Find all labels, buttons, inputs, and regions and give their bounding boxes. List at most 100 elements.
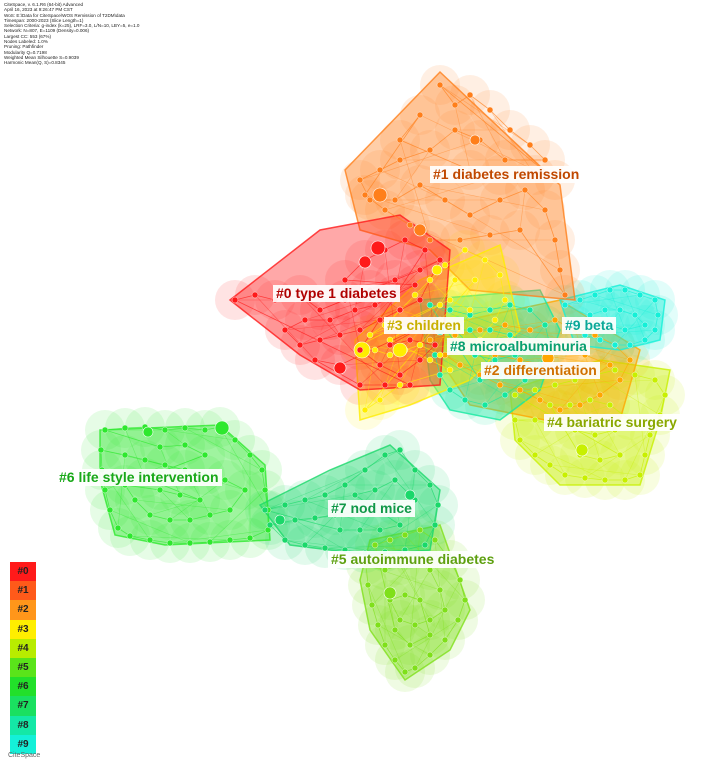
network-node[interactable]: [301, 541, 309, 549]
network-node[interactable]: [496, 381, 504, 389]
network-node[interactable]: [631, 311, 639, 319]
network-node[interactable]: [456, 361, 464, 369]
network-node[interactable]: [316, 336, 324, 344]
network-node[interactable]: [386, 341, 394, 349]
network-node[interactable]: [258, 466, 266, 474]
network-node[interactable]: [131, 496, 139, 504]
network-node[interactable]: [396, 521, 404, 529]
network-node[interactable]: [541, 321, 549, 329]
network-node[interactable]: [621, 326, 629, 334]
network-node[interactable]: [461, 596, 469, 604]
network-node[interactable]: [436, 81, 444, 89]
network-node[interactable]: [341, 276, 349, 284]
network-node[interactable]: [406, 381, 414, 389]
network-node[interactable]: [511, 416, 519, 424]
network-node[interactable]: [411, 621, 419, 629]
network-node[interactable]: [351, 491, 359, 499]
network-node-major[interactable]: [370, 240, 386, 256]
network-node[interactable]: [466, 306, 474, 314]
network-node[interactable]: [636, 291, 644, 299]
network-node[interactable]: [454, 616, 462, 624]
network-node[interactable]: [206, 538, 214, 546]
network-node-major[interactable]: [372, 187, 388, 203]
network-node[interactable]: [631, 371, 639, 379]
network-node[interactable]: [436, 301, 444, 309]
cluster-label-c8[interactable]: #8 microalbuminuria: [447, 338, 590, 355]
network-node[interactable]: [291, 516, 299, 524]
network-node[interactable]: [416, 296, 424, 304]
network-node[interactable]: [356, 526, 364, 534]
network-node[interactable]: [486, 326, 494, 334]
network-node[interactable]: [546, 401, 554, 409]
network-node[interactable]: [356, 381, 364, 389]
network-node[interactable]: [446, 386, 454, 394]
network-node[interactable]: [396, 446, 404, 454]
network-node[interactable]: [166, 539, 174, 547]
network-node[interactable]: [626, 356, 634, 364]
network-node[interactable]: [411, 466, 419, 474]
network-node[interactable]: [301, 316, 309, 324]
network-node[interactable]: [396, 381, 404, 389]
network-node[interactable]: [368, 601, 376, 609]
cluster-label-c9[interactable]: #9 beta: [562, 317, 617, 334]
network-node[interactable]: [526, 306, 534, 314]
network-node[interactable]: [336, 331, 344, 339]
network-node[interactable]: [431, 341, 439, 349]
network-node[interactable]: [576, 401, 584, 409]
network-node[interactable]: [421, 541, 429, 549]
network-node[interactable]: [501, 296, 509, 304]
network-node[interactable]: [661, 391, 669, 399]
network-node-major[interactable]: [413, 223, 427, 237]
network-node[interactable]: [506, 301, 514, 309]
network-node[interactable]: [556, 406, 564, 414]
network-node[interactable]: [516, 226, 524, 234]
network-node[interactable]: [231, 436, 239, 444]
network-node[interactable]: [616, 376, 624, 384]
network-node[interactable]: [581, 474, 589, 482]
network-node[interactable]: [221, 476, 229, 484]
network-node[interactable]: [371, 346, 379, 354]
network-node[interactable]: [381, 641, 389, 649]
network-node[interactable]: [436, 586, 444, 594]
network-node[interactable]: [461, 246, 469, 254]
network-node[interactable]: [451, 276, 459, 284]
network-node[interactable]: [296, 341, 304, 349]
network-node[interactable]: [206, 511, 214, 519]
network-node[interactable]: [446, 366, 454, 374]
network-node[interactable]: [121, 424, 129, 432]
network-node[interactable]: [651, 296, 659, 304]
network-node-major[interactable]: [392, 342, 408, 358]
network-node[interactable]: [281, 501, 289, 509]
network-node[interactable]: [364, 581, 372, 589]
network-node[interactable]: [556, 266, 564, 274]
network-node[interactable]: [381, 451, 389, 459]
network-node[interactable]: [561, 471, 569, 479]
network-node[interactable]: [371, 301, 379, 309]
network-node[interactable]: [426, 616, 434, 624]
network-node[interactable]: [406, 221, 414, 229]
network-node[interactable]: [436, 351, 444, 359]
network-node[interactable]: [156, 486, 164, 494]
network-node[interactable]: [266, 521, 274, 529]
network-node[interactable]: [616, 451, 624, 459]
network-node[interactable]: [616, 306, 624, 314]
network-node[interactable]: [261, 506, 269, 514]
network-node[interactable]: [261, 486, 269, 494]
cluster-label-c2[interactable]: #2 differentiation: [481, 362, 600, 379]
network-node[interactable]: [371, 541, 379, 549]
network-node[interactable]: [526, 141, 534, 149]
network-node[interactable]: [366, 196, 374, 204]
network-node-major[interactable]: [214, 420, 230, 436]
network-node[interactable]: [411, 291, 419, 299]
network-node[interactable]: [186, 539, 194, 547]
network-node[interactable]: [146, 536, 154, 544]
network-node[interactable]: [641, 321, 649, 329]
network-node[interactable]: [416, 596, 424, 604]
network-node[interactable]: [416, 266, 424, 274]
network-node[interactable]: [566, 401, 574, 409]
network-node[interactable]: [431, 536, 439, 544]
network-node[interactable]: [241, 486, 249, 494]
network-node[interactable]: [451, 126, 459, 134]
network-node[interactable]: [506, 126, 514, 134]
network-node[interactable]: [481, 256, 489, 264]
